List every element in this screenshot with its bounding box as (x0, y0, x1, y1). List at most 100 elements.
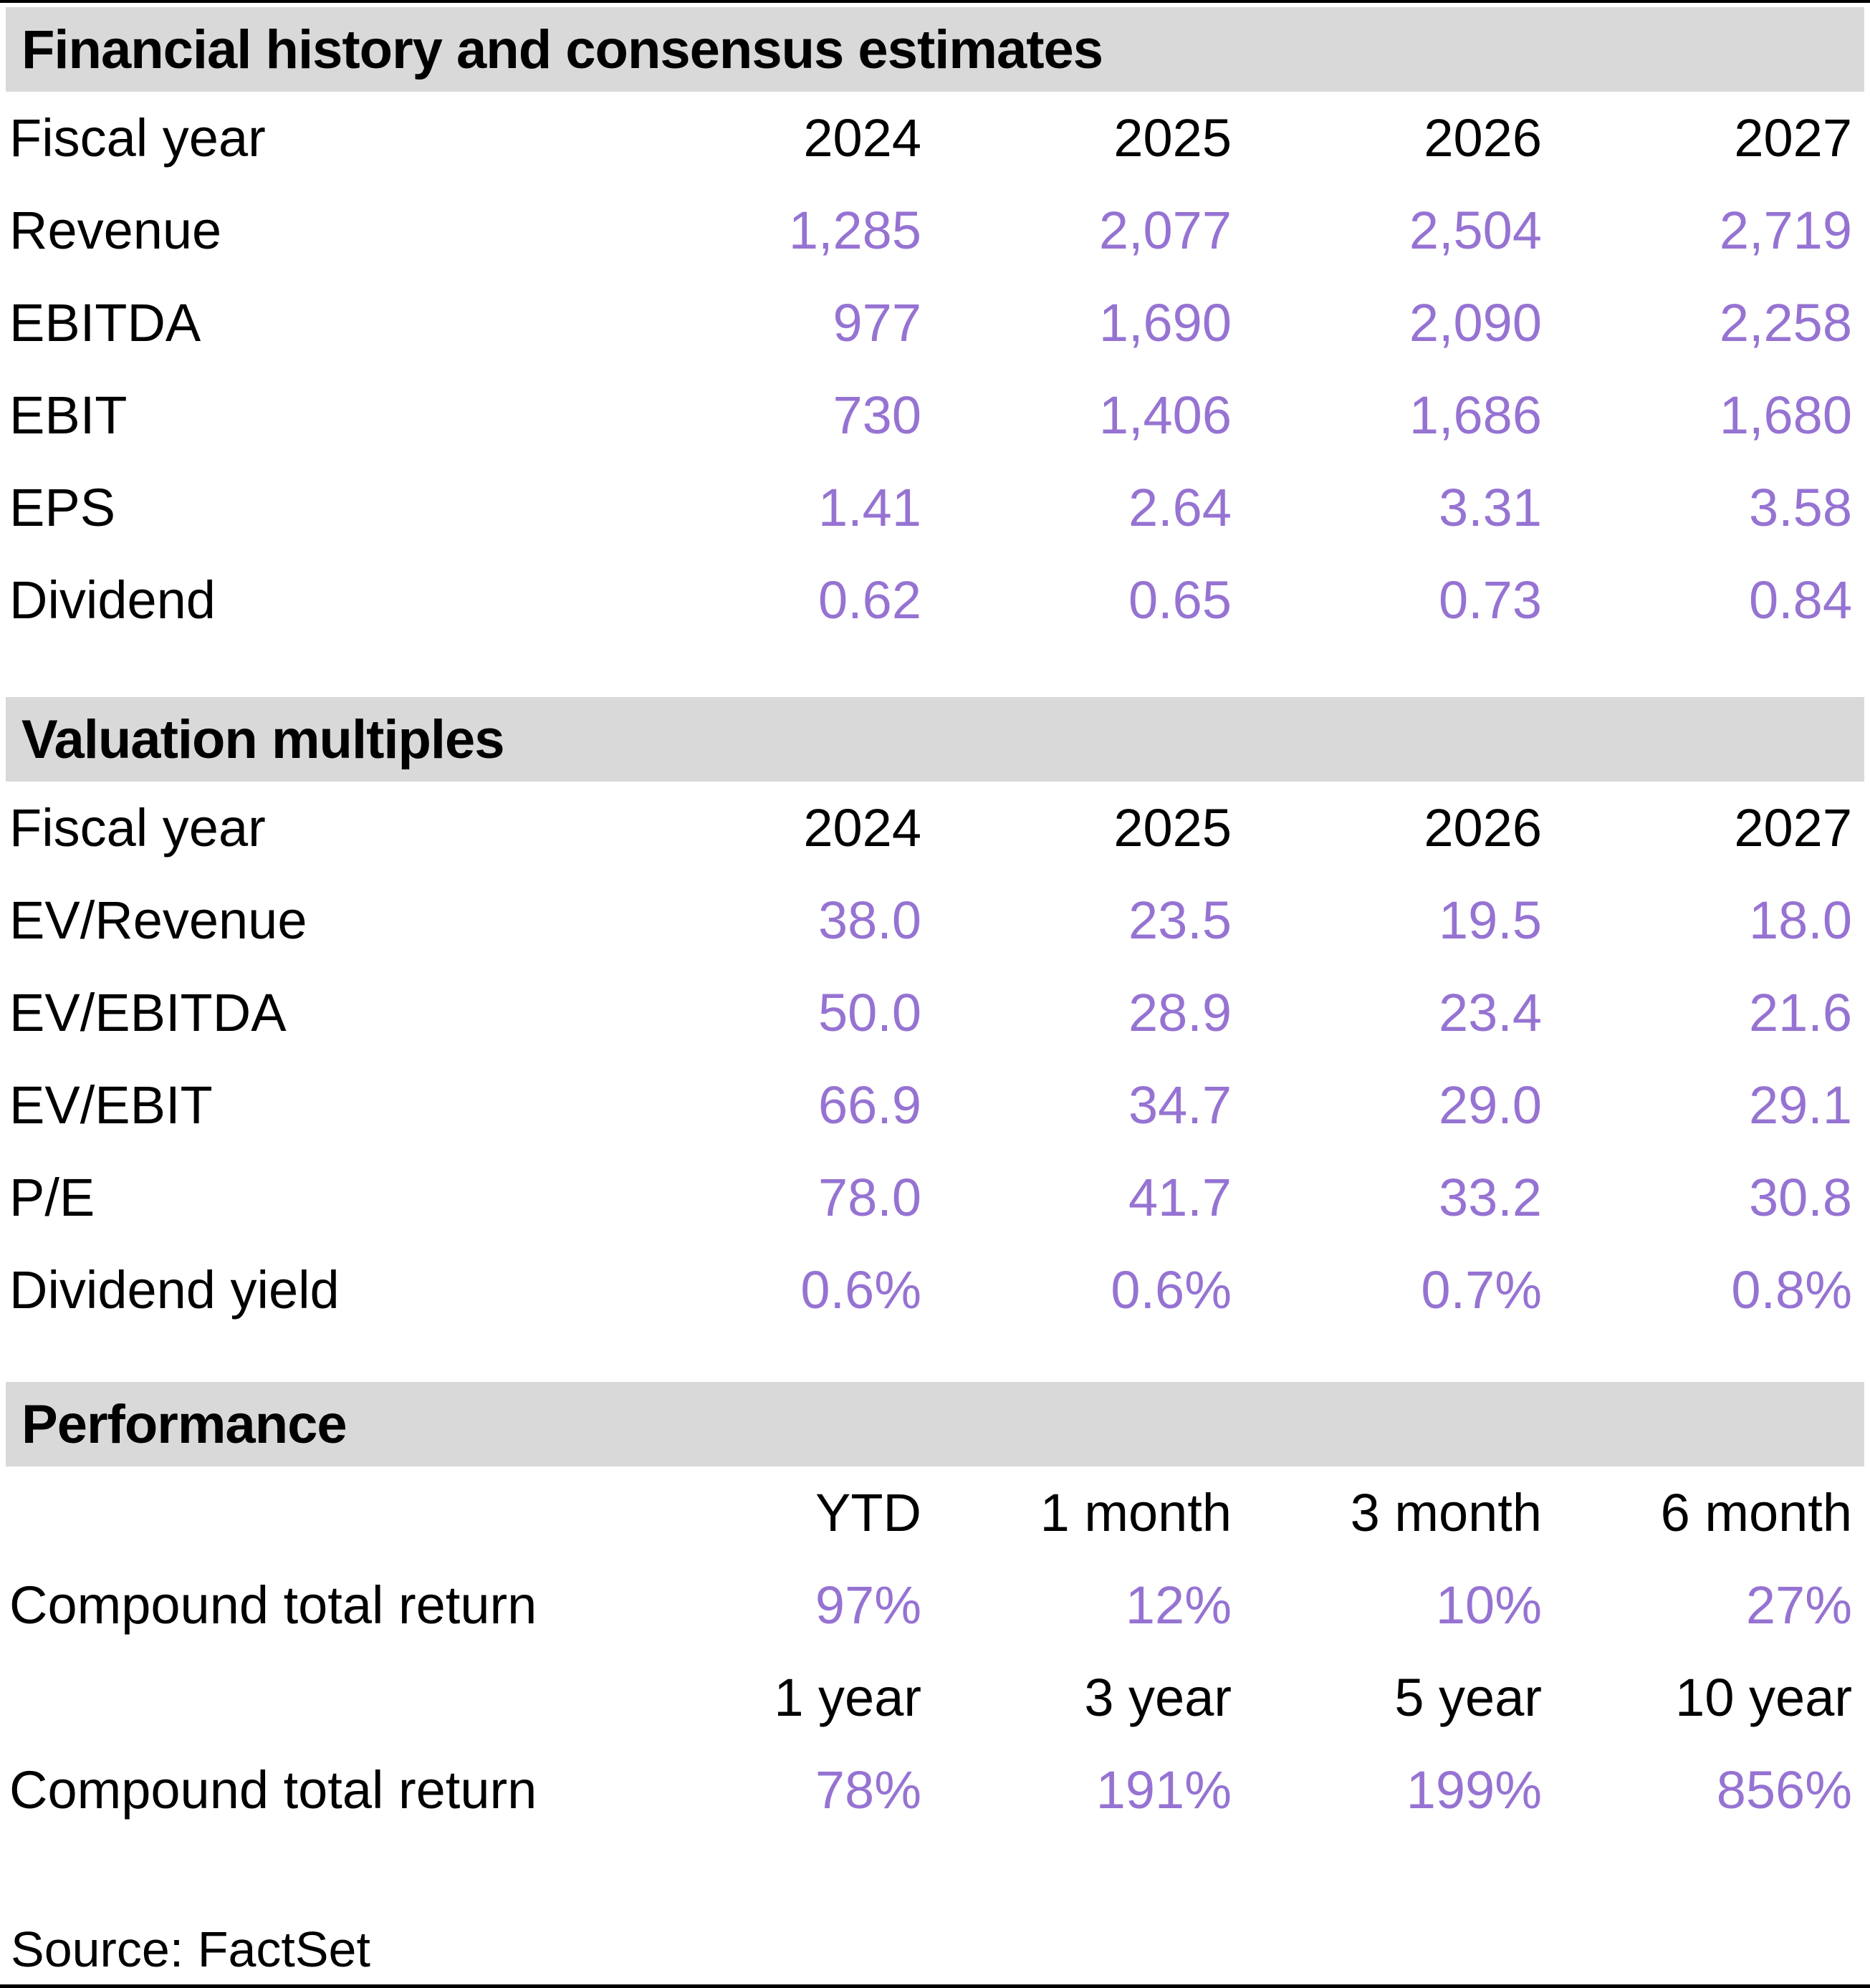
table-row-dividend: Dividend 0.62 0.65 0.73 0.84 (0, 554, 1870, 646)
value-cell: 3.31 (1438, 478, 1542, 537)
value-cell: 21.6 (1748, 983, 1852, 1042)
value-cell: 856% (1716, 1760, 1852, 1820)
value-cell: 29.0 (1438, 1075, 1542, 1135)
section-title: Performance (21, 1393, 347, 1455)
value-cell: 199% (1406, 1760, 1542, 1820)
period-column-header: YTD (815, 1483, 921, 1542)
value-cell: 2,077 (1098, 201, 1232, 260)
row-label: EV/Revenue (9, 890, 307, 950)
value-cell: 1,686 (1409, 385, 1542, 445)
value-cell: 2,090 (1409, 293, 1542, 352)
table-row-eps: EPS 1.41 2.64 3.31 3.58 (0, 461, 1870, 554)
section-header-valuation-multiples: Valuation multiples (6, 697, 1864, 782)
period-column-header: 1 year (774, 1668, 921, 1727)
row-label: Compound total return (9, 1760, 537, 1820)
performance-table: YTD 1 month 3 month 6 month Compound tot… (0, 1466, 1870, 1836)
year-column-header: 2027 (1734, 798, 1852, 858)
row-label: EV/EBIT (9, 1075, 213, 1135)
table-row-revenue: Revenue 1,285 2,077 2,504 2,719 (0, 184, 1870, 277)
source-note: Source: FactSet (11, 1921, 370, 1977)
value-cell: 19.5 (1438, 890, 1542, 950)
fiscal-year-label: Fiscal year (9, 798, 266, 858)
row-label: EBITDA (9, 293, 201, 352)
year-column-header: 2025 (1113, 798, 1232, 858)
table-row-ev-ebitda: EV/EBITDA 50.0 28.9 23.4 21.6 (0, 966, 1870, 1059)
value-cell: 23.5 (1128, 890, 1232, 950)
row-label: Dividend yield (9, 1260, 340, 1320)
section-header-performance: Performance (6, 1382, 1864, 1466)
row-label: Revenue (9, 201, 222, 260)
table-row-ev-revenue: EV/Revenue 38.0 23.5 19.5 18.0 (0, 874, 1870, 966)
year-column-header: 2026 (1424, 108, 1542, 168)
table-header-row: Fiscal year 2024 2025 2026 2027 (0, 92, 1870, 184)
value-cell: 730 (833, 385, 921, 445)
value-cell: 2.64 (1128, 478, 1232, 537)
table-row-ebit: EBIT 730 1,406 1,686 1,680 (0, 369, 1870, 461)
value-cell: 0.73 (1438, 570, 1542, 630)
row-label: Compound total return (9, 1575, 537, 1635)
value-cell: 33.2 (1438, 1168, 1542, 1227)
section-header-financial-history: Financial history and consensus estimate… (6, 7, 1864, 92)
year-column-header: 2026 (1424, 798, 1542, 858)
value-cell: 38.0 (817, 890, 921, 950)
year-column-header: 2024 (803, 108, 921, 168)
value-cell: 1,285 (788, 201, 921, 260)
year-column-header: 2024 (803, 798, 921, 858)
value-cell: 0.62 (817, 570, 921, 630)
value-cell: 28.9 (1128, 983, 1232, 1042)
period-column-header: 3 year (1084, 1668, 1232, 1727)
table-row-compound-return-long: Compound total return 78% 191% 199% 856% (0, 1744, 1870, 1836)
value-cell: 34.7 (1128, 1075, 1232, 1135)
value-cell: 18.0 (1748, 890, 1852, 950)
period-column-header: 6 month (1660, 1483, 1852, 1542)
value-cell: 29.1 (1748, 1075, 1852, 1135)
financial-history-table: Fiscal year 2024 2025 2026 2027 Revenue … (0, 92, 1870, 646)
table-row-ev-ebit: EV/EBIT 66.9 34.7 29.0 29.1 (0, 1059, 1870, 1151)
value-cell: 0.8% (1731, 1260, 1852, 1320)
value-cell: 1,680 (1719, 385, 1852, 445)
table-row-pe: P/E 78.0 41.7 33.2 30.8 (0, 1151, 1870, 1244)
value-cell: 0.6% (800, 1260, 921, 1320)
row-label: P/E (9, 1168, 95, 1227)
period-column-header: 5 year (1394, 1668, 1542, 1727)
period-column-header: 10 year (1675, 1668, 1852, 1727)
year-column-header: 2025 (1113, 108, 1232, 168)
value-cell: 66.9 (817, 1075, 921, 1135)
row-label: Dividend (9, 570, 216, 630)
table-row-ebitda: EBITDA 977 1,690 2,090 2,258 (0, 277, 1870, 369)
value-cell: 27% (1745, 1575, 1852, 1635)
value-cell: 0.7% (1421, 1260, 1542, 1320)
value-cell: 1.41 (817, 478, 921, 537)
value-cell: 1,406 (1098, 385, 1232, 445)
value-cell: 0.84 (1748, 570, 1852, 630)
value-cell: 23.4 (1438, 983, 1542, 1042)
table-row-dividend-yield: Dividend yield 0.6% 0.6% 0.7% 0.8% (0, 1244, 1870, 1336)
value-cell: 977 (833, 293, 921, 352)
value-cell: 50.0 (817, 983, 921, 1042)
value-cell: 2,504 (1409, 201, 1542, 260)
valuation-multiples-table: Fiscal year 2024 2025 2026 2027 EV/Reven… (0, 782, 1870, 1336)
section-title: Valuation multiples (21, 709, 505, 770)
period-column-header: 3 month (1350, 1483, 1542, 1542)
value-cell: 191% (1095, 1760, 1232, 1820)
value-cell: 12% (1125, 1575, 1232, 1635)
fiscal-year-label: Fiscal year (9, 108, 266, 168)
period-header-row: YTD 1 month 3 month 6 month (0, 1466, 1870, 1559)
row-label: EPS (9, 478, 116, 537)
value-cell: 78.0 (817, 1168, 921, 1227)
value-cell: 2,719 (1719, 201, 1852, 260)
value-cell: 2,258 (1719, 293, 1852, 352)
value-cell: 78% (815, 1760, 921, 1820)
value-cell: 10% (1435, 1575, 1542, 1635)
value-cell: 30.8 (1748, 1168, 1852, 1227)
table-header-row: Fiscal year 2024 2025 2026 2027 (0, 782, 1870, 874)
value-cell: 0.65 (1128, 570, 1232, 630)
value-cell: 1,690 (1098, 293, 1232, 352)
value-cell: 41.7 (1128, 1168, 1232, 1227)
row-label: EV/EBITDA (9, 983, 287, 1042)
year-column-header: 2027 (1734, 108, 1852, 168)
section-title: Financial history and consensus estimate… (21, 19, 1103, 80)
row-label: EBIT (9, 385, 128, 445)
value-cell: 0.6% (1111, 1260, 1232, 1320)
